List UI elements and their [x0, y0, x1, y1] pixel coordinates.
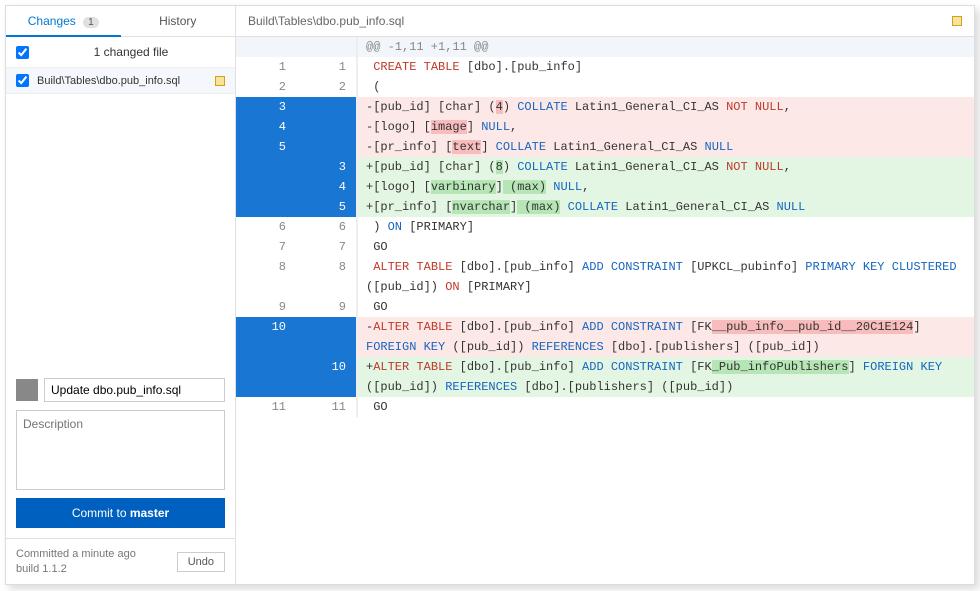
- line-number-new: 3: [296, 157, 356, 177]
- tab-history[interactable]: History: [121, 6, 236, 36]
- line-number-old: 2: [236, 77, 296, 97]
- diff-row: @@ -1,11 +1,11 @@: [236, 37, 974, 57]
- line-number-new: 1: [296, 57, 356, 77]
- diff-row: 77 GO: [236, 237, 974, 257]
- diff-row: 10 -ALTER TABLE [dbo].[pub_info] ADD CONS…: [236, 317, 974, 357]
- diff-code: -ALTER TABLE [dbo].[pub_info] ADD CONSTR…: [358, 317, 974, 357]
- file-header-path: Build\Tables\dbo.pub_info.sql: [248, 14, 952, 28]
- line-number-new: 2: [296, 77, 356, 97]
- line-number-new: 11: [296, 397, 356, 417]
- diff-row: 4 -[logo] [image] NULL,: [236, 117, 974, 137]
- diff-code: GO: [358, 237, 974, 257]
- status-line1: Committed a minute ago: [16, 547, 177, 561]
- commit-description-input[interactable]: [16, 410, 225, 490]
- diff-row: 88 ALTER TABLE [dbo].[pub_info] ADD CONS…: [236, 257, 974, 297]
- line-number-new: 10: [296, 357, 356, 397]
- line-number-old: 11: [236, 397, 296, 417]
- line-number-new: [296, 317, 356, 357]
- diff-code: GO: [358, 397, 974, 417]
- line-number-old: 7: [236, 237, 296, 257]
- commit-button-prefix: Commit to: [72, 506, 130, 520]
- diff-code: (: [358, 77, 974, 97]
- diff-view[interactable]: @@ -1,11 +1,11 @@11 CREATE TABLE [dbo].[…: [236, 37, 974, 584]
- line-number-new: 7: [296, 237, 356, 257]
- diff-code: -[logo] [image] NULL,: [358, 117, 974, 137]
- line-number-new: 6: [296, 217, 356, 237]
- diff-row: 11 CREATE TABLE [dbo].[pub_info]: [236, 57, 974, 77]
- line-number-old: 3: [236, 97, 296, 117]
- tab-history-label: History: [159, 14, 196, 28]
- line-number-new: [296, 37, 356, 57]
- diff-row: 3+[pub_id] [char] (8) COLLATE Latin1_Gen…: [236, 157, 974, 177]
- diff-row: 22 (: [236, 77, 974, 97]
- file-summary-row: 1 changed file: [6, 37, 235, 68]
- line-number-new: [296, 137, 356, 157]
- diff-row: 1111 GO: [236, 397, 974, 417]
- line-number-new: 5: [296, 197, 356, 217]
- diff-code: ) ON [PRIMARY]: [358, 217, 974, 237]
- tabs: Changes 1 History: [6, 6, 235, 37]
- line-number-new: 9: [296, 297, 356, 317]
- line-number-new: [296, 97, 356, 117]
- app-root: Changes 1 History 1 changed file Build\T…: [5, 5, 975, 585]
- line-number-old: 4: [236, 117, 296, 137]
- diff-row: 4+[logo] [varbinary] (max) NULL,: [236, 177, 974, 197]
- diff-code: CREATE TABLE [dbo].[pub_info]: [358, 57, 974, 77]
- modified-icon: [215, 76, 225, 86]
- diff-code: ALTER TABLE [dbo].[pub_info] ADD CONSTRA…: [358, 257, 974, 297]
- diff-row: 5 -[pr_info] [text] COLLATE Latin1_Genera…: [236, 137, 974, 157]
- status-row: Committed a minute ago build 1.1.2 Undo: [6, 538, 235, 584]
- file-checkbox[interactable]: [16, 74, 29, 87]
- file-header: Build\Tables\dbo.pub_info.sql: [236, 6, 974, 37]
- line-number-new: [296, 117, 356, 137]
- changed-file-count: 1 changed file: [37, 45, 225, 59]
- diff-row: 3 -[pub_id] [char] (4) COLLATE Latin1_Gen…: [236, 97, 974, 117]
- main-panel: Build\Tables\dbo.pub_info.sql @@ -1,11 +…: [236, 6, 974, 584]
- select-all-checkbox[interactable]: [16, 46, 29, 59]
- undo-button[interactable]: Undo: [177, 552, 225, 572]
- diff-code: +[pub_id] [char] (8) COLLATE Latin1_Gene…: [358, 157, 974, 177]
- file-header-modified-icon: [952, 16, 962, 26]
- diff-code: +ALTER TABLE [dbo].[pub_info] ADD CONSTR…: [358, 357, 974, 397]
- line-number-old: [236, 357, 296, 397]
- line-number-old: 6: [236, 217, 296, 237]
- line-number-old: [236, 177, 296, 197]
- commit-button-branch: master: [130, 506, 169, 520]
- diff-row: 10+ALTER TABLE [dbo].[pub_info] ADD CONS…: [236, 357, 974, 397]
- line-number-old: 9: [236, 297, 296, 317]
- commit-message-row: [16, 378, 225, 402]
- tab-changes[interactable]: Changes 1: [6, 6, 121, 36]
- diff-code: +[logo] [varbinary] (max) NULL,: [358, 177, 974, 197]
- line-number-old: [236, 37, 296, 57]
- line-number-new: 8: [296, 257, 356, 297]
- commit-message-input[interactable]: [44, 378, 225, 402]
- sidebar: Changes 1 History 1 changed file Build\T…: [6, 6, 236, 584]
- diff-code: GO: [358, 297, 974, 317]
- line-number-old: 10: [236, 317, 296, 357]
- commit-area: Commit to master: [6, 368, 235, 538]
- line-number-old: [236, 157, 296, 177]
- diff-code: @@ -1,11 +1,11 @@: [358, 37, 974, 57]
- line-number-new: 4: [296, 177, 356, 197]
- line-number-old: 8: [236, 257, 296, 297]
- status-info: Committed a minute ago build 1.1.2: [16, 547, 177, 576]
- file-path: Build\Tables\dbo.pub_info.sql: [37, 75, 207, 87]
- file-row[interactable]: Build\Tables\dbo.pub_info.sql: [6, 68, 235, 94]
- diff-row: 5+[pr_info] [nvarchar] (max) COLLATE Lat…: [236, 197, 974, 217]
- diff-code: +[pr_info] [nvarchar] (max) COLLATE Lati…: [358, 197, 974, 217]
- diff-row: 66 ) ON [PRIMARY]: [236, 217, 974, 237]
- status-line2: build 1.1.2: [16, 562, 177, 576]
- line-number-old: 1: [236, 57, 296, 77]
- diff-code: -[pr_info] [text] COLLATE Latin1_General…: [358, 137, 974, 157]
- diff-code: -[pub_id] [char] (4) COLLATE Latin1_Gene…: [358, 97, 974, 117]
- tab-changes-label: Changes: [28, 14, 76, 28]
- line-number-old: 5: [236, 137, 296, 157]
- line-number-old: [236, 197, 296, 217]
- tab-changes-count: 1: [83, 17, 99, 28]
- avatar: [16, 379, 38, 401]
- diff-row: 99 GO: [236, 297, 974, 317]
- commit-button[interactable]: Commit to master: [16, 498, 225, 528]
